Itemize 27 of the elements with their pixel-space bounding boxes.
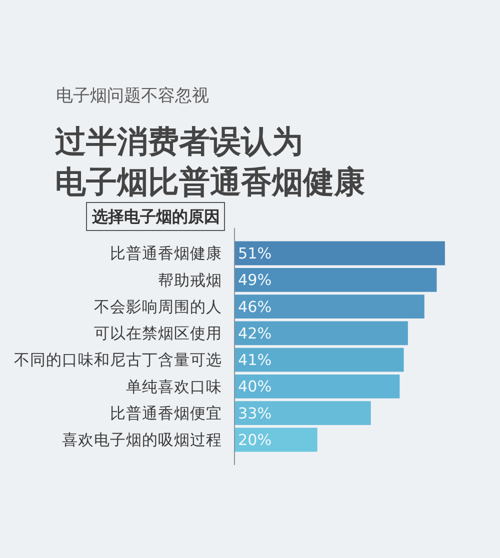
- y-tick-label: 比普通香烟健康: [110, 244, 222, 263]
- y-tick-label: 帮助戒烟: [158, 271, 222, 290]
- data-label: 51%: [238, 244, 272, 262]
- y-tick-label: 比普通香烟便宜: [110, 404, 222, 422]
- y-axis-title: 选择电子烟的原因: [91, 207, 220, 226]
- bar: [235, 268, 437, 292]
- bar: [235, 428, 318, 452]
- y-tick-label: 喜欢电子烟的吸烟过程: [62, 431, 222, 450]
- data-label: 41%: [238, 351, 272, 370]
- data-label: 42%: [238, 324, 272, 342]
- bar: [235, 374, 400, 398]
- data-label: 46%: [238, 298, 272, 316]
- y-tick-label: 单纯喜欢口味: [126, 378, 222, 396]
- bar: [235, 348, 404, 372]
- bar: [235, 241, 445, 266]
- bar: [235, 321, 408, 346]
- y-tick-label: 不会影响周围的人: [94, 298, 222, 316]
- bar: [235, 401, 371, 426]
- data-label: 20%: [238, 430, 272, 449]
- chart-title: 过半消费者误认为电子烟比普通香烟健康: [55, 124, 365, 200]
- bar: [235, 294, 424, 319]
- y-tick-label: 不同的口味和尼古丁含量可选: [14, 351, 222, 370]
- data-label: 40%: [238, 378, 272, 396]
- data-label: 49%: [238, 271, 272, 290]
- y-tick-label: 可以在禁烟区使用: [94, 324, 222, 343]
- chart-subtitle: 电子烟问题不容忽视: [56, 86, 209, 106]
- data-label: 33%: [238, 404, 272, 422]
